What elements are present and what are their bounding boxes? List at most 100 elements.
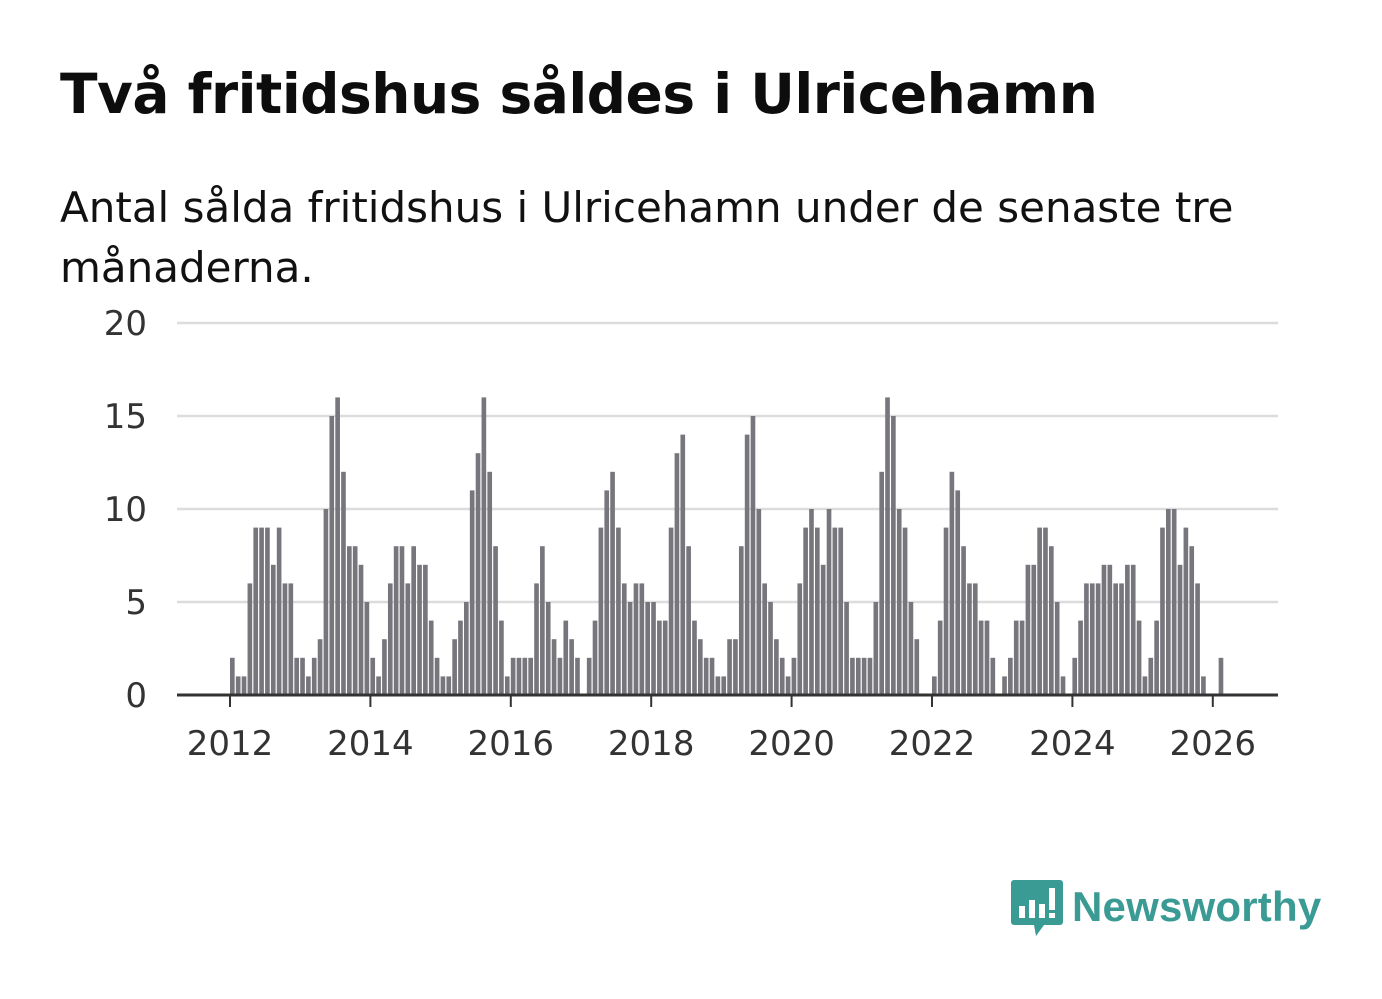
bar xyxy=(1125,564,1130,695)
bar xyxy=(990,657,996,695)
bar xyxy=(464,602,469,695)
bar xyxy=(1031,564,1037,695)
newsworthy-logo-icon xyxy=(1011,880,1063,936)
bar xyxy=(1019,620,1025,695)
bar xyxy=(1008,657,1013,695)
bar xyxy=(984,620,990,695)
bar xyxy=(762,583,767,695)
bar xyxy=(891,416,896,695)
bar xyxy=(867,657,873,695)
bar xyxy=(376,676,381,695)
bar xyxy=(1119,583,1124,695)
bar xyxy=(621,583,627,695)
bar xyxy=(1095,583,1101,695)
bar xyxy=(1002,676,1007,695)
bar xyxy=(820,564,826,695)
bar xyxy=(1054,602,1060,695)
bar xyxy=(575,657,580,695)
bar xyxy=(873,602,879,695)
brand-name: Newsworthy xyxy=(1072,883,1322,930)
bar xyxy=(738,546,744,695)
bar xyxy=(1037,527,1042,695)
bar xyxy=(698,639,703,695)
x-tick-label: 2020 xyxy=(748,724,835,764)
bar xyxy=(955,490,961,695)
bar xyxy=(306,676,311,695)
bar xyxy=(826,509,832,695)
bar xyxy=(978,620,984,695)
bar xyxy=(627,602,633,695)
bar xyxy=(499,620,504,695)
bar xyxy=(557,657,563,695)
bar xyxy=(733,639,738,695)
bar xyxy=(440,676,446,695)
bar xyxy=(657,620,662,695)
bar xyxy=(393,546,399,695)
bar xyxy=(382,639,387,695)
bar xyxy=(1189,546,1195,695)
bar xyxy=(300,657,305,695)
bar xyxy=(1072,657,1078,695)
bar xyxy=(329,416,335,695)
bar xyxy=(405,583,411,695)
bar xyxy=(972,583,978,695)
bar xyxy=(504,676,510,695)
bar xyxy=(423,564,428,695)
bar xyxy=(750,416,756,695)
bar xyxy=(481,397,487,695)
bar xyxy=(756,509,762,695)
bar xyxy=(797,583,803,695)
bar xyxy=(434,657,440,695)
bar xyxy=(230,657,235,695)
bar xyxy=(885,397,890,695)
bar xyxy=(1218,657,1224,695)
bar xyxy=(265,527,270,695)
bar xyxy=(323,509,329,695)
bar xyxy=(768,602,773,695)
bar xyxy=(235,676,241,695)
bar xyxy=(1043,527,1048,695)
bar xyxy=(961,546,966,695)
bar xyxy=(294,657,299,695)
bar xyxy=(1171,509,1177,695)
data-label-latest: 2 xyxy=(1216,0,1238,9)
bar xyxy=(1113,583,1118,695)
bar xyxy=(399,546,405,695)
bar xyxy=(703,657,709,695)
bar xyxy=(937,620,943,695)
y-tick-label: 0 xyxy=(125,676,147,716)
bar xyxy=(674,453,680,695)
bar xyxy=(861,657,867,695)
bar xyxy=(1130,564,1136,695)
bar xyxy=(551,639,557,695)
x-tick-label: 2012 xyxy=(187,724,274,764)
chart-subtitle: Antal sålda fritidshus i Ulricehamn unde… xyxy=(60,183,1234,292)
bar xyxy=(452,639,457,695)
bar xyxy=(815,527,820,695)
bar xyxy=(428,620,434,695)
bar xyxy=(1183,527,1189,695)
bar xyxy=(879,471,884,695)
bar xyxy=(387,583,393,695)
bar xyxy=(791,657,797,695)
bar xyxy=(779,657,785,695)
bar xyxy=(809,509,814,695)
bar xyxy=(1013,620,1019,695)
bar xyxy=(692,620,697,695)
bar xyxy=(645,602,650,695)
bar xyxy=(651,602,656,695)
bar xyxy=(352,546,358,695)
y-tick-label: 20 xyxy=(104,304,147,344)
bar xyxy=(358,564,364,695)
bar xyxy=(534,583,539,695)
bar xyxy=(1107,564,1113,695)
bar xyxy=(276,527,282,695)
bar xyxy=(721,676,727,695)
bar xyxy=(686,546,691,695)
bar xyxy=(411,546,416,695)
bar xyxy=(446,676,452,695)
bar xyxy=(850,657,855,695)
x-tick-label: 2022 xyxy=(889,724,976,764)
bar xyxy=(545,602,551,695)
brand-logo: Newsworthy xyxy=(1010,876,1321,938)
